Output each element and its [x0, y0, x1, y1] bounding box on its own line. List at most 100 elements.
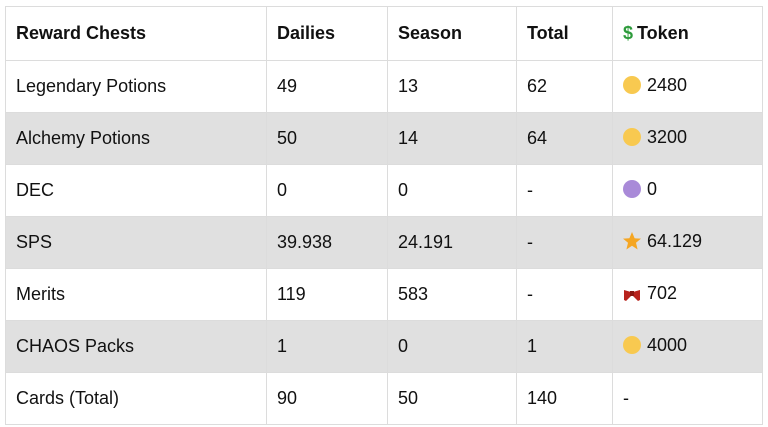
- icon: [624, 289, 640, 301]
- header-cell: Dailies: [266, 6, 388, 61]
- token-icon: [623, 335, 641, 359]
- cell-text: Legendary Potions: [16, 76, 167, 96]
- token-icon: [623, 127, 641, 151]
- cell-text: 50: [398, 388, 419, 408]
- cell-text: -: [623, 388, 629, 408]
- cell-text: 583: [398, 284, 429, 304]
- table-cell: 13: [387, 60, 517, 113]
- icon: [623, 335, 641, 354]
- table-cell: 0: [387, 164, 517, 217]
- table-row: SPS 39.938 24.191 - 64.129: [5, 216, 763, 269]
- table-row: CHAOS Packs 1 0 1 4000: [5, 320, 763, 373]
- cell-text: 702: [647, 282, 678, 303]
- table-row: Legendary Potions 49 13 62 2480: [5, 60, 763, 113]
- header-row: Reward Chests Dailies Season Total $ Token: [5, 6, 763, 61]
- cell-text: 1: [277, 336, 288, 356]
- table-cell: 2480: [612, 60, 763, 113]
- cell-text: 14: [398, 128, 419, 148]
- table-cell: 62: [516, 60, 613, 113]
- header-cell: Total: [516, 6, 613, 61]
- header-text: Total: [527, 23, 569, 43]
- table-row: Cards (Total) 90 50 140 -: [5, 372, 763, 425]
- cell-text: -: [527, 284, 533, 304]
- token-icon: [623, 286, 641, 307]
- header-text: Dailies: [277, 23, 336, 43]
- token-icon: [623, 75, 641, 99]
- table-cell: Alchemy Potions: [5, 112, 267, 165]
- cell-text: 0: [647, 178, 658, 199]
- table-cell: 0: [266, 164, 388, 217]
- table-cell: 4000: [612, 320, 763, 373]
- icon: [623, 127, 641, 146]
- cell-text: 0: [277, 180, 288, 200]
- table-cell: Merits: [5, 268, 267, 321]
- icon: [623, 179, 641, 198]
- token-icon: [623, 231, 641, 255]
- table-cell: -: [516, 268, 613, 321]
- cell-text: DEC: [16, 180, 55, 200]
- cell-text: 39.938: [277, 232, 333, 252]
- cell-text: 119: [277, 284, 306, 304]
- cell-text: 2480: [647, 74, 688, 95]
- header-text: Season: [398, 23, 463, 43]
- table-cell: CHAOS Packs: [5, 320, 267, 373]
- table-body: Legendary Potions 49 13 62 2480 Alchemy Potio…: [5, 60, 763, 425]
- table-cell: -: [516, 216, 613, 269]
- cell-text: 140: [527, 388, 558, 408]
- cell-text: 0: [398, 180, 409, 200]
- table-cell: 702: [612, 268, 763, 321]
- cell-text: 4000: [647, 334, 688, 355]
- icon: [623, 75, 641, 94]
- table-cell: 39.938: [266, 216, 388, 269]
- table-cell: 0: [387, 320, 517, 373]
- cell-text: 13: [398, 76, 419, 96]
- cell-text: CHAOS Packs: [16, 336, 135, 356]
- reward-table: Reward Chests Dailies Season Total $ Token Le…: [5, 6, 763, 425]
- table-cell: 1: [266, 320, 388, 373]
- table-cell: 64: [516, 112, 613, 165]
- table-cell: 49: [266, 60, 388, 113]
- cell-text: 1: [527, 336, 538, 356]
- cell-text: 3200: [647, 126, 688, 147]
- table-cell: -: [516, 164, 613, 217]
- cell-text: Cards (Total): [16, 388, 120, 408]
- table-cell: SPS: [5, 216, 267, 269]
- table-cell: 90: [266, 372, 388, 425]
- table-cell: 0: [612, 164, 763, 217]
- table-cell: Cards (Total): [5, 372, 267, 425]
- table-cell: 1: [516, 320, 613, 373]
- table-cell: 64.129: [612, 216, 763, 269]
- table-cell: 14: [387, 112, 517, 165]
- cell-text: Merits: [16, 284, 65, 304]
- header-cell: Reward Chests: [5, 6, 267, 61]
- table-cell: 140: [516, 372, 613, 425]
- table-row: Alchemy Potions 50 14 64 3200: [5, 112, 763, 165]
- cell-text: 24.191: [398, 232, 454, 252]
- cell-text: 0: [398, 336, 409, 356]
- cell-text: Alchemy Potions: [16, 128, 151, 148]
- cell-text: 50: [277, 128, 298, 148]
- header-cell: $ Token: [612, 6, 763, 61]
- cell-text: 64.129: [647, 230, 703, 251]
- cell-text: SPS: [16, 232, 53, 252]
- token-icon: [623, 179, 641, 203]
- header-cell: Season: [387, 6, 517, 61]
- icon: [623, 231, 641, 249]
- cell-text: 49: [277, 76, 298, 96]
- table-cell: -: [612, 372, 763, 425]
- table-cell: Legendary Potions: [5, 60, 267, 113]
- table-cell: 119: [266, 268, 388, 321]
- table-cell: DEC: [5, 164, 267, 217]
- table-cell: 24.191: [387, 216, 517, 269]
- cell-text: 90: [277, 388, 298, 408]
- cell-text: 64: [527, 128, 548, 148]
- table-cell: 3200: [612, 112, 763, 165]
- cell-text: -: [527, 232, 533, 252]
- table-row: Merits 119 583 - 702: [5, 268, 763, 321]
- header-text: Reward Chests: [16, 23, 147, 43]
- table-cell: 583: [387, 268, 517, 321]
- table-cell: 50: [387, 372, 517, 425]
- cell-text: 62: [527, 76, 548, 96]
- header-text: Token: [637, 23, 689, 43]
